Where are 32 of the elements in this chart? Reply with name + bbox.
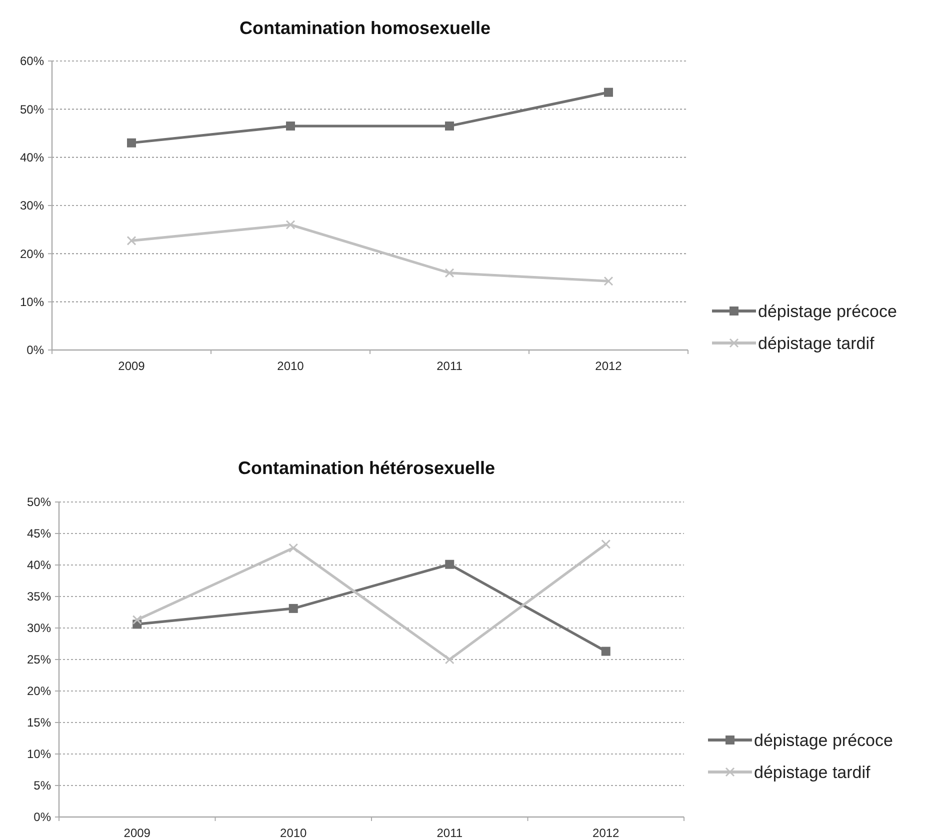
x-tick-label: 2011: [436, 826, 463, 838]
y-tick-label: 20%: [20, 246, 44, 261]
y-tick-label: 0%: [26, 343, 44, 358]
y-tick-label: 60%: [20, 54, 44, 68]
legend-label: dépistage précoce: [754, 730, 893, 750]
y-tick-label: 15%: [26, 716, 52, 730]
y-tick-label: 40%: [20, 150, 44, 165]
chart-title: Contamination homosexuelle: [239, 18, 491, 38]
y-tick-label: 10%: [20, 295, 44, 310]
legend-label: dépistage tardif: [758, 334, 875, 353]
y-tick-label: 50%: [26, 495, 52, 510]
x-tick-label: 2011: [436, 359, 463, 373]
y-tick-label: 45%: [26, 526, 52, 541]
y-tick-label: 50%: [20, 102, 44, 116]
x-tick-label: 2010: [277, 359, 304, 373]
x-tick-label: 2012: [592, 826, 620, 838]
y-tick-label: 0%: [34, 810, 52, 824]
legend-label: dépistage tardif: [754, 762, 871, 782]
y-tick-label: 35%: [26, 590, 52, 604]
y-tick-label: 5%: [34, 778, 52, 793]
y-tick-label: 25%: [26, 652, 52, 667]
y-tick-label: 30%: [20, 198, 44, 213]
x-tick-label: 2010: [280, 826, 308, 838]
y-tick-label: 30%: [26, 621, 52, 636]
x-tick-label: 2012: [595, 359, 622, 373]
x-tick-label: 2009: [124, 826, 151, 838]
legend-label: dépistage précoce: [758, 302, 897, 321]
y-tick-label: 10%: [26, 747, 52, 762]
y-tick-label: 20%: [26, 684, 52, 698]
chart-title: Contamination hétérosexuelle: [238, 458, 496, 478]
y-tick-label: 40%: [26, 558, 52, 572]
x-tick-label: 2009: [118, 359, 146, 373]
